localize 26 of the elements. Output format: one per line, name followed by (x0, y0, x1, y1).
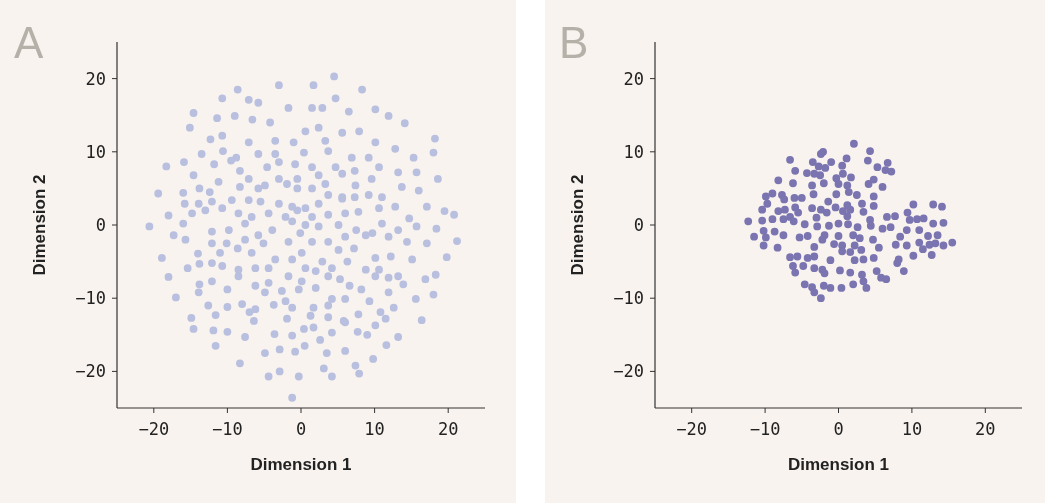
x-tick-label: −10 (212, 419, 243, 439)
y-tick-label: 10 (85, 141, 106, 162)
y-tick-label: 20 (623, 68, 644, 89)
x-tick-label: 10 (364, 419, 385, 439)
y-axis-title: Dimension 2 (30, 174, 49, 276)
chart-title: A (14, 18, 44, 67)
y-tick-label: 10 (623, 141, 644, 162)
x-tick-label: −20 (676, 419, 708, 439)
y-tick-label: −20 (75, 361, 106, 382)
x-tick-label: 20 (975, 419, 996, 439)
y-tick-label: −20 (613, 361, 644, 382)
x-tick-label: 0 (295, 419, 307, 439)
y-tick-label: −10 (613, 288, 644, 309)
y-axis-title: Dimension 2 (568, 174, 587, 276)
x-tick-label: 20 (437, 419, 459, 439)
y-tick-label: 20 (85, 68, 106, 89)
y-tick-label: 0 (95, 215, 106, 235)
x-tick-label: 0 (833, 419, 844, 439)
x-tick-label: 10 (901, 419, 923, 439)
x-axis-title: Dimension 1 (250, 455, 352, 474)
x-tick-label: −10 (749, 419, 781, 439)
x-axis-title: Dimension 1 (787, 455, 890, 474)
y-tick-label: 0 (633, 215, 644, 235)
chart-title: B (559, 18, 589, 67)
y-tick-label: −10 (75, 288, 106, 309)
x-tick-label: −20 (138, 419, 170, 439)
